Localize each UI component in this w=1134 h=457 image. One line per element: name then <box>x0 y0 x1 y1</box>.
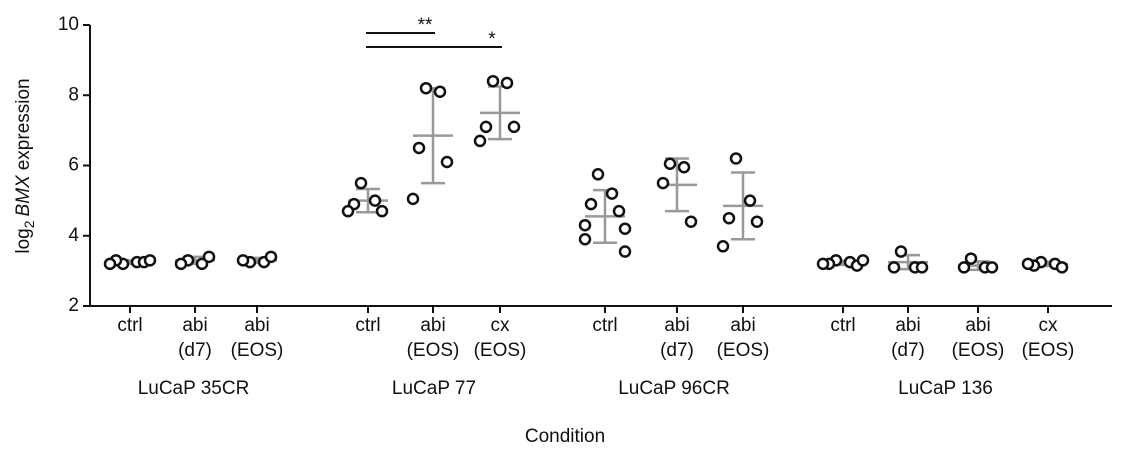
data-point <box>500 76 514 90</box>
data-point <box>486 74 500 88</box>
data-point <box>957 261 971 274</box>
data-point <box>964 252 978 265</box>
x-tick-label: abi <box>965 315 990 336</box>
x-tick-label: (EOS) <box>231 340 284 361</box>
x-tick-label: abi <box>895 315 920 336</box>
data-point <box>684 215 698 228</box>
data-point <box>584 197 598 211</box>
data-point <box>354 176 368 190</box>
y-tick-label: 8 <box>68 84 79 105</box>
data-point <box>236 254 250 267</box>
x-tick-label: abi <box>664 315 689 336</box>
y-tick-label: 10 <box>58 14 79 35</box>
data-point <box>440 155 454 169</box>
data-point <box>722 211 736 225</box>
group-label: LuCaP 136 <box>898 378 993 399</box>
group-label: LuCaP 77 <box>392 378 476 399</box>
x-axis-title: Condition <box>525 426 605 447</box>
y-axis-title: log2 BMX expression <box>13 78 37 253</box>
data-point <box>174 257 188 271</box>
data-point <box>419 81 433 95</box>
x-tick-label: ctrl <box>830 315 855 336</box>
data-point <box>264 250 278 264</box>
y-tick-label: 6 <box>68 155 79 176</box>
data-point <box>605 187 619 200</box>
data-point <box>663 157 677 170</box>
data-point <box>195 257 209 271</box>
data-point <box>1021 257 1035 271</box>
y-title-sub: 2 <box>21 220 37 228</box>
x-tick-label: ctrl <box>592 315 617 336</box>
data-point <box>716 240 730 253</box>
x-tick-label: (EOS) <box>407 340 460 361</box>
data-point <box>473 134 487 148</box>
x-tick-label: (EOS) <box>717 340 770 361</box>
data-point <box>375 204 389 218</box>
data-point <box>729 152 743 165</box>
data-point <box>202 250 216 264</box>
x-tick-label: (EOS) <box>474 340 527 361</box>
data-point <box>412 141 426 155</box>
data-point <box>618 245 632 258</box>
data-point <box>915 261 929 274</box>
x-tick-label: ctrl <box>355 315 380 336</box>
data-point <box>618 222 632 235</box>
data-point <box>1055 261 1069 274</box>
x-tick-label: (d7) <box>891 340 925 361</box>
x-tick-label: abi <box>182 315 207 336</box>
y-tick-label: 4 <box>68 225 79 246</box>
data-point <box>816 257 830 271</box>
data-point <box>591 168 605 181</box>
data-point <box>143 254 157 267</box>
data-point <box>578 233 592 246</box>
y-tick-label: 2 <box>68 295 79 316</box>
data-point <box>406 192 420 206</box>
data-point <box>479 120 493 134</box>
y-title-part: expression <box>13 78 34 170</box>
x-tick-label: ctrl <box>117 315 142 336</box>
x-tick-label: cx <box>1039 315 1059 336</box>
data-point <box>341 204 355 218</box>
data-point <box>743 194 757 207</box>
data-point <box>612 204 626 218</box>
x-tick-label: (d7) <box>660 340 694 361</box>
data-point <box>103 257 117 271</box>
data-point <box>750 215 764 228</box>
data-point <box>578 218 592 232</box>
data-point <box>985 261 999 274</box>
group-label: LuCaP 35CR <box>138 378 250 399</box>
data-point <box>433 85 447 98</box>
x-tick-label: abi <box>420 315 445 336</box>
data-point <box>856 254 870 267</box>
data-point <box>894 245 908 258</box>
data-point <box>368 194 382 207</box>
y-title-part: log <box>13 228 34 253</box>
data-point <box>677 161 691 174</box>
x-tick-label: (EOS) <box>1022 340 1075 361</box>
x-tick-label: cx <box>491 315 511 336</box>
x-tick-label: abi <box>730 315 755 336</box>
significance-label: ** <box>418 15 433 36</box>
x-tick-label: (EOS) <box>952 340 1005 361</box>
data-point <box>656 176 670 190</box>
significance-label: * <box>488 29 496 50</box>
x-tick-label: (d7) <box>178 340 212 361</box>
group-label: LuCaP 96CR <box>618 378 730 399</box>
data-point <box>887 261 901 274</box>
data-point <box>507 120 521 134</box>
y-title-gene: BMX <box>13 174 34 217</box>
x-tick-label: abi <box>244 315 269 336</box>
